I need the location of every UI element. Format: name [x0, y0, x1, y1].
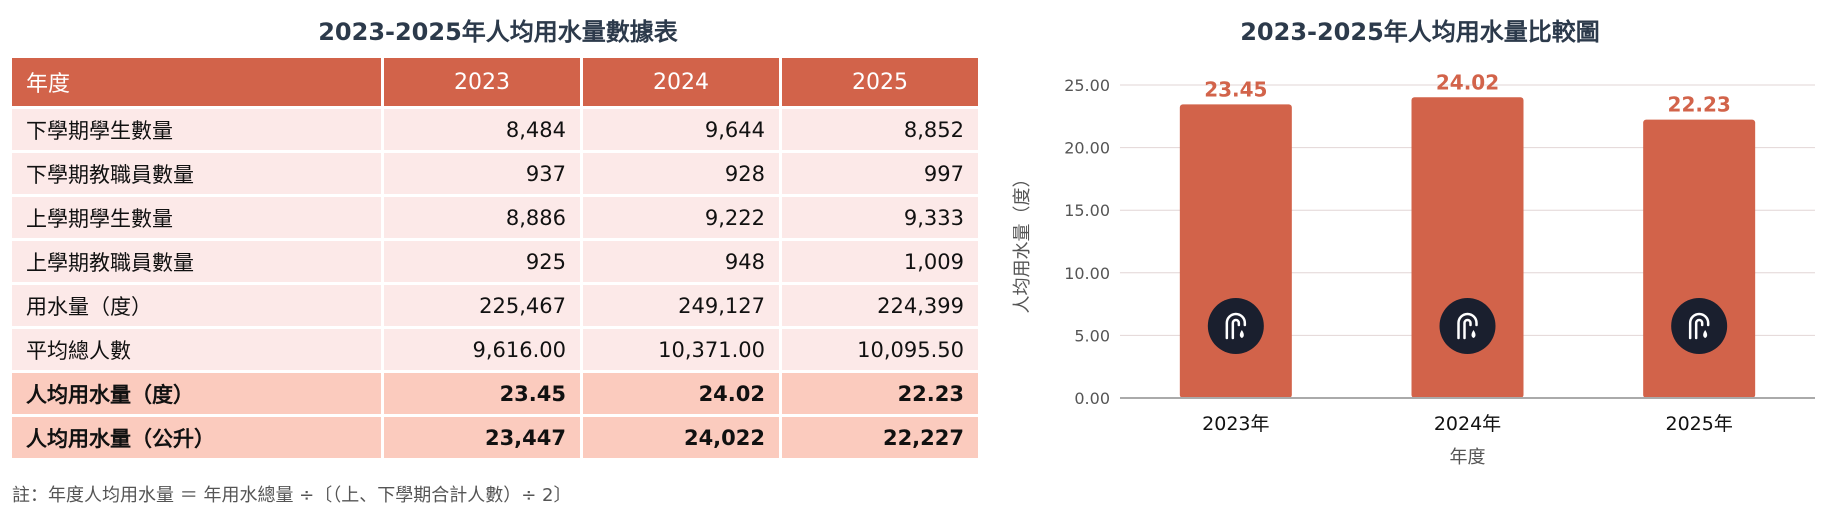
table-row: 上學期學生數量 8,886 9,222 9,333	[12, 197, 978, 238]
table-title: 2023-2025年人均用水量數據表	[318, 18, 678, 46]
data-label: 23.45	[1204, 77, 1267, 101]
table-cell: 937	[384, 153, 580, 194]
y-tick-label: 0.00	[1074, 389, 1110, 408]
table-cell: 997	[782, 153, 978, 194]
column-header: 2024	[583, 58, 779, 106]
table-cell: 224,399	[782, 285, 978, 326]
row-label: 下學期教職員數量	[12, 153, 381, 194]
table-cell: 225,467	[384, 285, 580, 326]
table-cell: 24.02	[583, 373, 779, 414]
table-header-row: 年度 2023 2024 2025	[12, 58, 978, 106]
bar	[1411, 97, 1524, 399]
row-label: 上學期教職員數量	[12, 241, 381, 282]
data-label: 24.02	[1436, 70, 1499, 94]
row-label: 人均用水量（度）	[12, 373, 381, 414]
table-row: 下學期學生數量 8,484 9,644 8,852	[12, 109, 978, 150]
bar	[1179, 104, 1292, 398]
table-cell: 9,616.00	[384, 329, 580, 370]
water-usage-table: 年度 2023 2024 2025 下學期學生數量 8,484 9,644 8,852…	[9, 55, 981, 461]
y-tick-label: 25.00	[1064, 76, 1110, 95]
table-row: 上學期教職員數量 925 948 1,009	[12, 241, 978, 282]
table-cell: 9,644	[583, 109, 779, 150]
water-faucet-icon	[1671, 298, 1728, 354]
column-header: 年度	[12, 58, 381, 106]
table-cell: 22,227	[782, 417, 978, 458]
bar-chart: 0.00 5.00 10.00 15.00 20.00 25.00 23.45 2023年 24…	[1012, 70, 1815, 465]
table-cell: 928	[583, 153, 779, 194]
table-row: 人均用水量（度） 23.45 24.02 22.23	[12, 373, 978, 414]
row-label: 平均總人數	[12, 329, 381, 370]
y-tick-label: 5.00	[1074, 326, 1110, 345]
table-cell: 249,127	[583, 285, 779, 326]
row-label: 下學期學生數量	[12, 109, 381, 150]
table-cell: 10,371.00	[583, 329, 779, 370]
row-label: 人均用水量（公升）	[12, 417, 381, 458]
table-cell: 8,852	[782, 109, 978, 150]
water-faucet-icon	[1207, 298, 1264, 354]
table-row: 下學期教職員數量 937 928 997	[12, 153, 978, 194]
table-cell: 23.45	[384, 373, 580, 414]
table-cell: 9,222	[583, 197, 779, 238]
table-cell: 23,447	[384, 417, 580, 458]
table-cell: 22.23	[782, 373, 978, 414]
row-label: 用水量（度）	[12, 285, 381, 326]
row-label: 上學期學生數量	[12, 197, 381, 238]
data-label: 22.23	[1668, 93, 1731, 117]
bar	[1643, 119, 1756, 399]
column-header: 2025	[782, 58, 978, 106]
y-tick-label: 20.00	[1064, 139, 1110, 158]
x-tick-label: 2025年	[1665, 413, 1732, 435]
chart-title: 2023-2025年人均用水量比較圖	[1240, 18, 1600, 46]
table-cell: 925	[384, 241, 580, 282]
y-tick-label: 15.00	[1064, 201, 1110, 220]
x-axis-label: 年度	[1450, 447, 1486, 465]
formula-note: 註：年度人均用水量 ＝ 年用水總量 ÷〔（上、下學期合計人數）÷ 2〕	[12, 485, 572, 506]
table-row: 用水量（度） 225,467 249,127 224,399	[12, 285, 978, 326]
table-cell: 24,022	[583, 417, 779, 458]
table-row: 人均用水量（公升） 23,447 24,022 22,227	[12, 417, 978, 458]
x-tick-label: 2023年	[1202, 413, 1269, 435]
table-row: 平均總人數 9,616.00 10,371.00 10,095.50	[12, 329, 978, 370]
x-tick-label: 2024年	[1434, 413, 1501, 435]
table-cell: 8,484	[384, 109, 580, 150]
y-axis-label: 人均用水量（度）	[1012, 170, 1033, 314]
table-cell: 1,009	[782, 241, 978, 282]
column-header: 2023	[384, 58, 580, 106]
water-faucet-icon	[1439, 298, 1496, 354]
table-cell: 10,095.50	[782, 329, 978, 370]
table-cell: 8,886	[384, 197, 580, 238]
y-tick-label: 10.00	[1064, 264, 1110, 283]
table-cell: 9,333	[782, 197, 978, 238]
table-cell: 948	[583, 241, 779, 282]
